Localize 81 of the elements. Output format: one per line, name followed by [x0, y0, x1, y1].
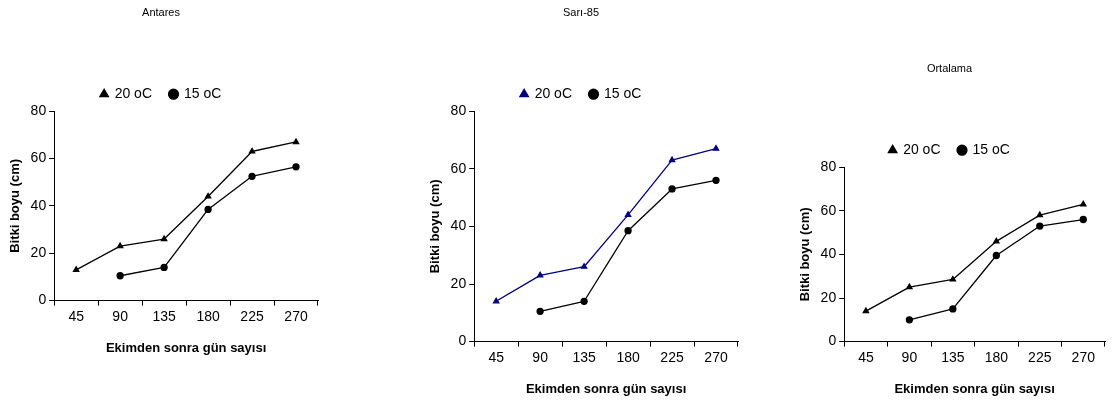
y-tick-label: 80 — [30, 102, 47, 119]
point — [160, 263, 168, 272]
legend-label: 20 oC — [534, 85, 572, 102]
chart-title: Antares — [142, 5, 181, 18]
x-axis-title: Ekimden sonra gün sayısı — [525, 380, 687, 396]
point — [72, 266, 80, 272]
y-tick-label: 20 — [820, 288, 837, 305]
point — [1080, 200, 1087, 207]
legend-label: 20 oC — [114, 85, 152, 102]
x-tick-label: 180 — [984, 348, 1009, 365]
x-tick-label: 270 — [704, 348, 728, 365]
y-tick-label: 60 — [450, 159, 467, 176]
legend-label: 20 oC — [903, 141, 941, 158]
point — [1079, 215, 1087, 224]
x-tick-label: 45 — [858, 348, 874, 365]
point — [248, 172, 256, 180]
y-tick-label: 0 — [458, 332, 467, 349]
point — [116, 272, 124, 280]
y-tick-label: 0 — [828, 332, 837, 349]
point — [160, 235, 168, 242]
x-tick-label: 90 — [112, 307, 129, 324]
x-tick-label: 225 — [240, 307, 264, 324]
point — [492, 297, 500, 304]
point — [949, 275, 957, 282]
x-tick-label: 180 — [196, 307, 220, 324]
x-tick-label: 180 — [616, 348, 640, 365]
y-tick-label: 0 — [38, 291, 47, 308]
point — [536, 271, 544, 278]
point — [668, 185, 676, 193]
point — [580, 297, 588, 305]
point — [536, 307, 544, 316]
x-axis-title: Ekimden sonra gün sayısı — [105, 339, 267, 355]
point — [1036, 211, 1044, 218]
point — [624, 227, 632, 235]
y-tick-label: 20 — [30, 244, 47, 261]
y-tick-label: 80 — [450, 102, 467, 119]
x-tick-label: 90 — [532, 348, 549, 365]
x-tick-label: 135 — [572, 348, 596, 365]
legend-label: 15 oC — [972, 141, 1010, 158]
point — [992, 251, 1000, 260]
point — [906, 283, 913, 290]
point — [116, 242, 124, 249]
y-tick-label: 40 — [30, 196, 47, 213]
x-tick-label: 225 — [1028, 348, 1052, 365]
point — [292, 163, 300, 171]
x-tick-label: 270 — [1071, 348, 1096, 365]
y-tick-label: 40 — [820, 245, 837, 262]
x-tick-label: 135 — [941, 348, 965, 365]
y-tick-label: 80 — [820, 158, 837, 175]
point — [580, 263, 588, 269]
point — [668, 156, 676, 163]
x-tick-label: 270 — [284, 307, 308, 324]
point — [993, 237, 1000, 244]
y-tick-label: 20 — [450, 274, 467, 291]
y-tick-label: 60 — [820, 201, 837, 218]
x-tick-label: 225 — [660, 348, 684, 365]
point — [1036, 222, 1044, 230]
point — [712, 144, 720, 151]
y-tick-label: 40 — [450, 217, 467, 234]
point — [248, 147, 256, 154]
x-tick-label: 45 — [68, 307, 85, 324]
x-tick-label: 45 — [488, 348, 505, 365]
point — [204, 192, 212, 199]
x-tick-label: 90 — [901, 348, 918, 365]
x-tick-label: 135 — [152, 307, 176, 324]
chart-title: Ortalama — [926, 61, 973, 74]
x-axis-title: Ekimden sonra gün sayısı — [894, 380, 1055, 396]
point — [292, 138, 300, 145]
y-axis-title: Bitki boyu (cm) — [797, 207, 813, 302]
legend-label: 15 oC — [604, 85, 642, 102]
y-tick-label: 60 — [30, 149, 47, 166]
point — [712, 176, 720, 184]
point — [204, 205, 212, 214]
chart-title: Sarı-85 — [562, 5, 600, 18]
point — [624, 211, 632, 218]
point — [949, 305, 957, 313]
y-axis-title: Bitki boyu (cm) — [427, 179, 443, 274]
legend-label: 15 oC — [184, 85, 222, 102]
point — [905, 316, 914, 324]
y-axis-title: Bitki boyu (cm) — [7, 158, 23, 253]
point — [862, 307, 870, 314]
